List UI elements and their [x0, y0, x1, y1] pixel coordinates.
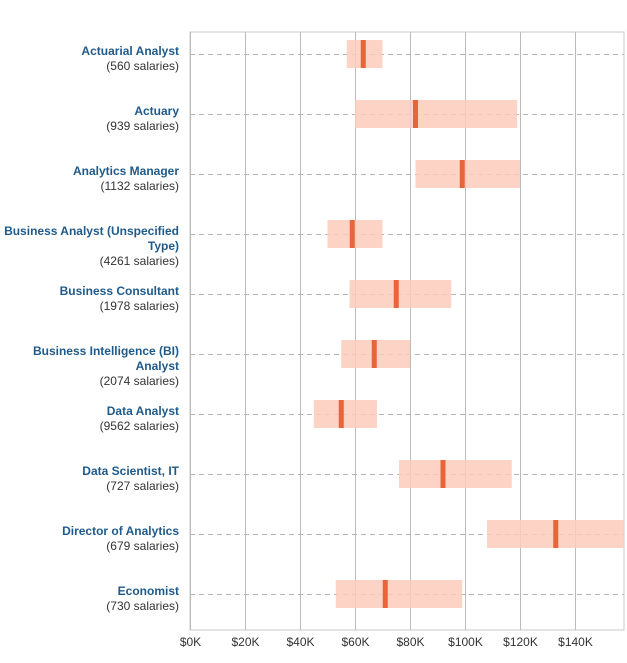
- category-name: Business Analyst (Unspecified: [4, 224, 179, 238]
- category-name: Actuarial Analyst: [81, 44, 179, 58]
- category-name: Economist: [118, 584, 179, 598]
- salary-range-bar: [335, 580, 463, 608]
- median-marker: [360, 40, 366, 68]
- x-axis: $0K $20K $40K $60K $80K $100K $120K $140K: [180, 635, 593, 649]
- category-name: Analyst: [136, 359, 179, 373]
- category-name: Data Scientist, IT: [82, 464, 179, 478]
- median-marker: [371, 340, 377, 368]
- category-name: Business Intelligence (BI): [33, 344, 179, 358]
- median-marker: [393, 280, 399, 308]
- category-name: Actuary: [134, 104, 179, 118]
- salary-range-bar: [415, 160, 520, 188]
- category-salary-count: (2074 salaries): [100, 374, 179, 388]
- x-tick-label: $60K: [341, 635, 369, 649]
- median-marker: [459, 160, 465, 188]
- median-marker: [338, 400, 344, 428]
- category-name: Analytics Manager: [73, 164, 179, 178]
- grid-layer: [189, 31, 625, 631]
- category-salary-count: (9562 salaries): [100, 419, 179, 433]
- rows-layer: [190, 40, 624, 608]
- salary-range-bar: [327, 220, 383, 248]
- median-marker: [413, 100, 418, 128]
- category-salary-count: (1978 salaries): [100, 299, 179, 313]
- x-tick-label: $80K: [396, 635, 424, 649]
- category-salary-count: (679 salaries): [106, 539, 179, 553]
- salary-range-bar: [349, 280, 452, 308]
- median-marker: [382, 580, 388, 608]
- x-tick-label: $40K: [286, 635, 314, 649]
- salary-range-bar: [399, 460, 512, 488]
- median-marker: [553, 520, 559, 548]
- category-name: Data Analyst: [107, 404, 179, 418]
- category-name: Business Consultant: [60, 284, 179, 298]
- category-name: Type): [148, 239, 179, 253]
- category-salary-count: (730 salaries): [106, 599, 179, 613]
- salary-range-bar: [355, 100, 518, 128]
- category-name: Director of Analytics: [62, 524, 179, 538]
- labels-layer: Actuarial Analyst(560 salaries)Actuary(9…: [4, 44, 180, 613]
- x-tick-label: $0K: [180, 635, 201, 649]
- category-salary-count: (4261 salaries): [100, 254, 179, 268]
- median-marker: [349, 220, 355, 248]
- x-tick-label: $20K: [231, 635, 259, 649]
- category-salary-count: (1132 salaries): [101, 179, 179, 193]
- category-salary-count: (939 salaries): [106, 119, 179, 133]
- median-marker: [440, 460, 446, 488]
- category-salary-count: (727 salaries): [106, 479, 179, 493]
- x-tick-label: $140K: [558, 635, 593, 649]
- salary-range-bar: [313, 400, 377, 428]
- x-tick-label: $100K: [448, 635, 483, 649]
- category-salary-count: (560 salaries): [106, 59, 179, 73]
- x-tick-label: $120K: [503, 635, 538, 649]
